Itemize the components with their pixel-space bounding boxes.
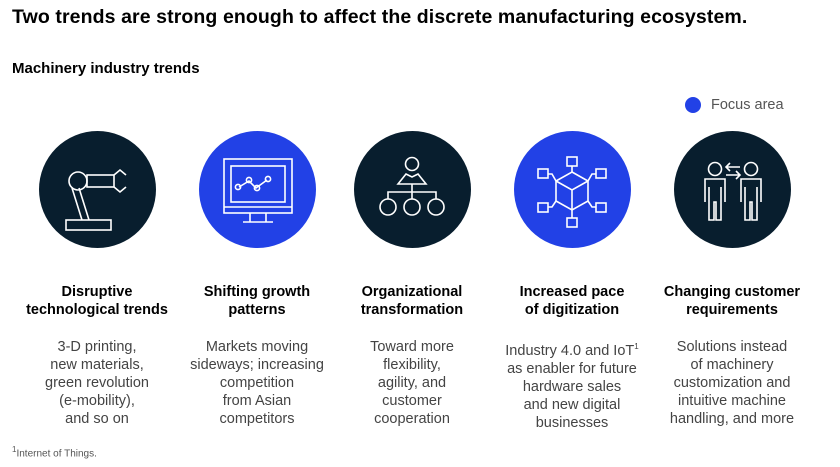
focus-area-dot-icon <box>685 97 701 113</box>
trend-digitization: Increased pace of digitization Industry … <box>492 131 652 432</box>
footnote-text: Internet of Things. <box>16 448 97 460</box>
trend-heading: Organizational transformation <box>360 284 464 318</box>
footnote-marker: 1 <box>634 342 639 351</box>
monitor-chart-icon <box>198 131 316 248</box>
network-cube-icon <box>513 131 631 248</box>
footnote: 1Internet of Things. <box>12 445 97 459</box>
trend-heading: Changing customer requirements <box>663 284 801 318</box>
chart-subtitle: Machinery industry trends <box>12 60 200 77</box>
trend-description: Toward more flexibility, agility, and cu… <box>370 339 454 427</box>
legend: Focus area <box>685 97 784 113</box>
trend-description: Solutions instead of machinery customiza… <box>669 339 795 427</box>
trend-heading: Increased pace of digitization <box>519 284 625 318</box>
people-exchange-icon <box>673 131 791 248</box>
footnote-marker: 1 <box>12 445 17 454</box>
trend-customer-requirements: Changing customer requirements Solutions… <box>652 131 812 428</box>
description-line: Industry 4.0 and IoT <box>505 342 635 359</box>
legend-label: Focus area <box>711 97 784 113</box>
page-title: Two trends are strong enough to affect t… <box>12 6 748 28</box>
trend-description: 3-D printing, new materials, green revol… <box>45 339 149 427</box>
org-chart-icon <box>353 131 471 248</box>
trend-org-transformation: Organizational transformation Toward mor… <box>332 131 492 428</box>
trend-description: Markets moving sideways; increasing comp… <box>190 339 324 427</box>
trend-heading: Shifting growth patterns <box>203 284 311 318</box>
trend-heading: Disruptive technological trends <box>26 284 168 318</box>
trend-shifting-growth: Shifting growth patterns Markets moving … <box>177 131 337 428</box>
description-rest: as enabler for future hardware sales and… <box>507 360 637 431</box>
trend-disruptive-tech: Disruptive technological trends 3-D prin… <box>17 131 177 428</box>
trend-description: Industry 4.0 and IoT1 as enabler for fut… <box>505 338 638 432</box>
robot-arm-icon <box>38 131 156 248</box>
